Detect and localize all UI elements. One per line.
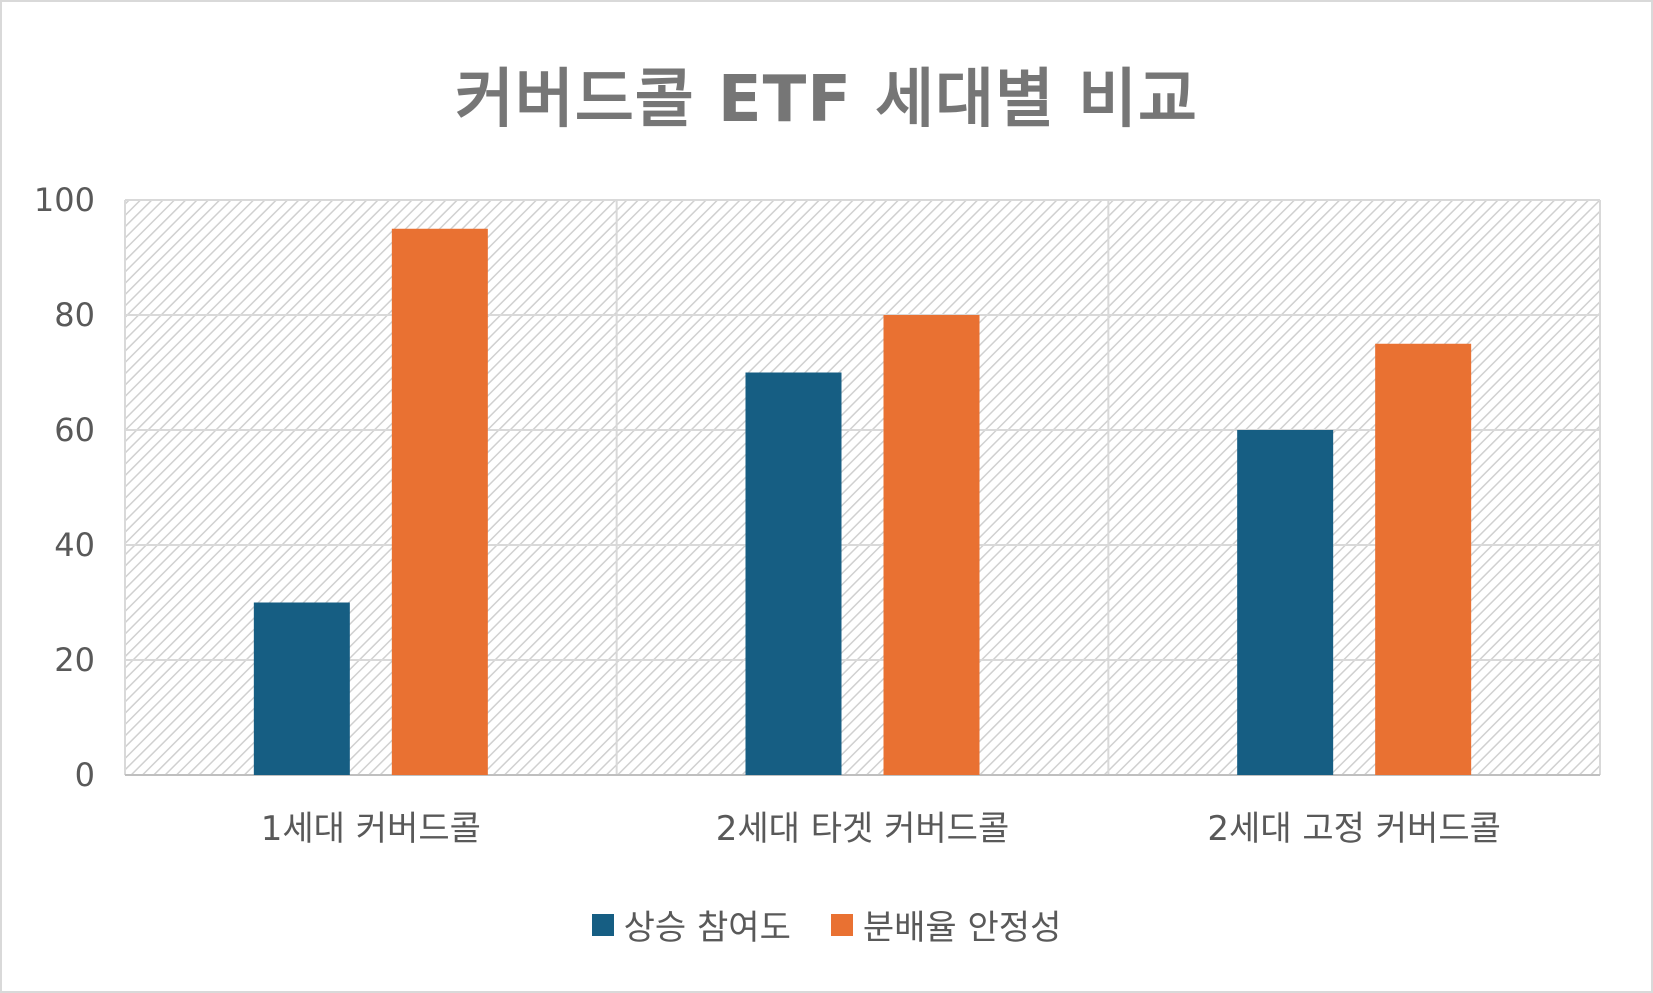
y-tick-label: 40 — [54, 526, 95, 564]
legend-swatch — [830, 913, 853, 936]
y-tick-label: 0 — [75, 756, 95, 794]
y-tick-label: 60 — [54, 411, 95, 449]
bar-series-2-category-1 — [391, 228, 488, 775]
chart-title: 커버드콜 ETF 세대별 비교 — [455, 63, 1198, 137]
legend-label: 분배율 안정성 — [862, 908, 1062, 948]
legend-item-2: 분배율 안정성 — [830, 900, 1062, 949]
x-category-label: 2세대 타겟 커버드콜 — [716, 809, 1010, 849]
legend-swatch — [591, 913, 614, 936]
bar-series-1-category-2 — [745, 372, 842, 775]
legend-item-1: 상승 참여도 — [591, 900, 791, 949]
bar-series-1-category-1 — [253, 602, 350, 775]
plot-area — [125, 200, 1600, 775]
bar-series-2-category-2 — [883, 315, 980, 775]
y-tick-label: 80 — [54, 296, 95, 334]
legend-label: 상승 참여도 — [623, 908, 791, 948]
bar-series-2-category-3 — [1375, 343, 1472, 775]
x-category-label: 2세대 고정 커버드콜 — [1207, 809, 1501, 849]
y-tick-label: 20 — [54, 641, 95, 679]
bar-series-1-category-3 — [1237, 430, 1334, 775]
y-tick-label: 100 — [34, 181, 95, 219]
x-category-label: 1세대 커버드콜 — [261, 809, 481, 849]
legend: 상승 참여도 분배율 안정성 — [0, 900, 1653, 949]
